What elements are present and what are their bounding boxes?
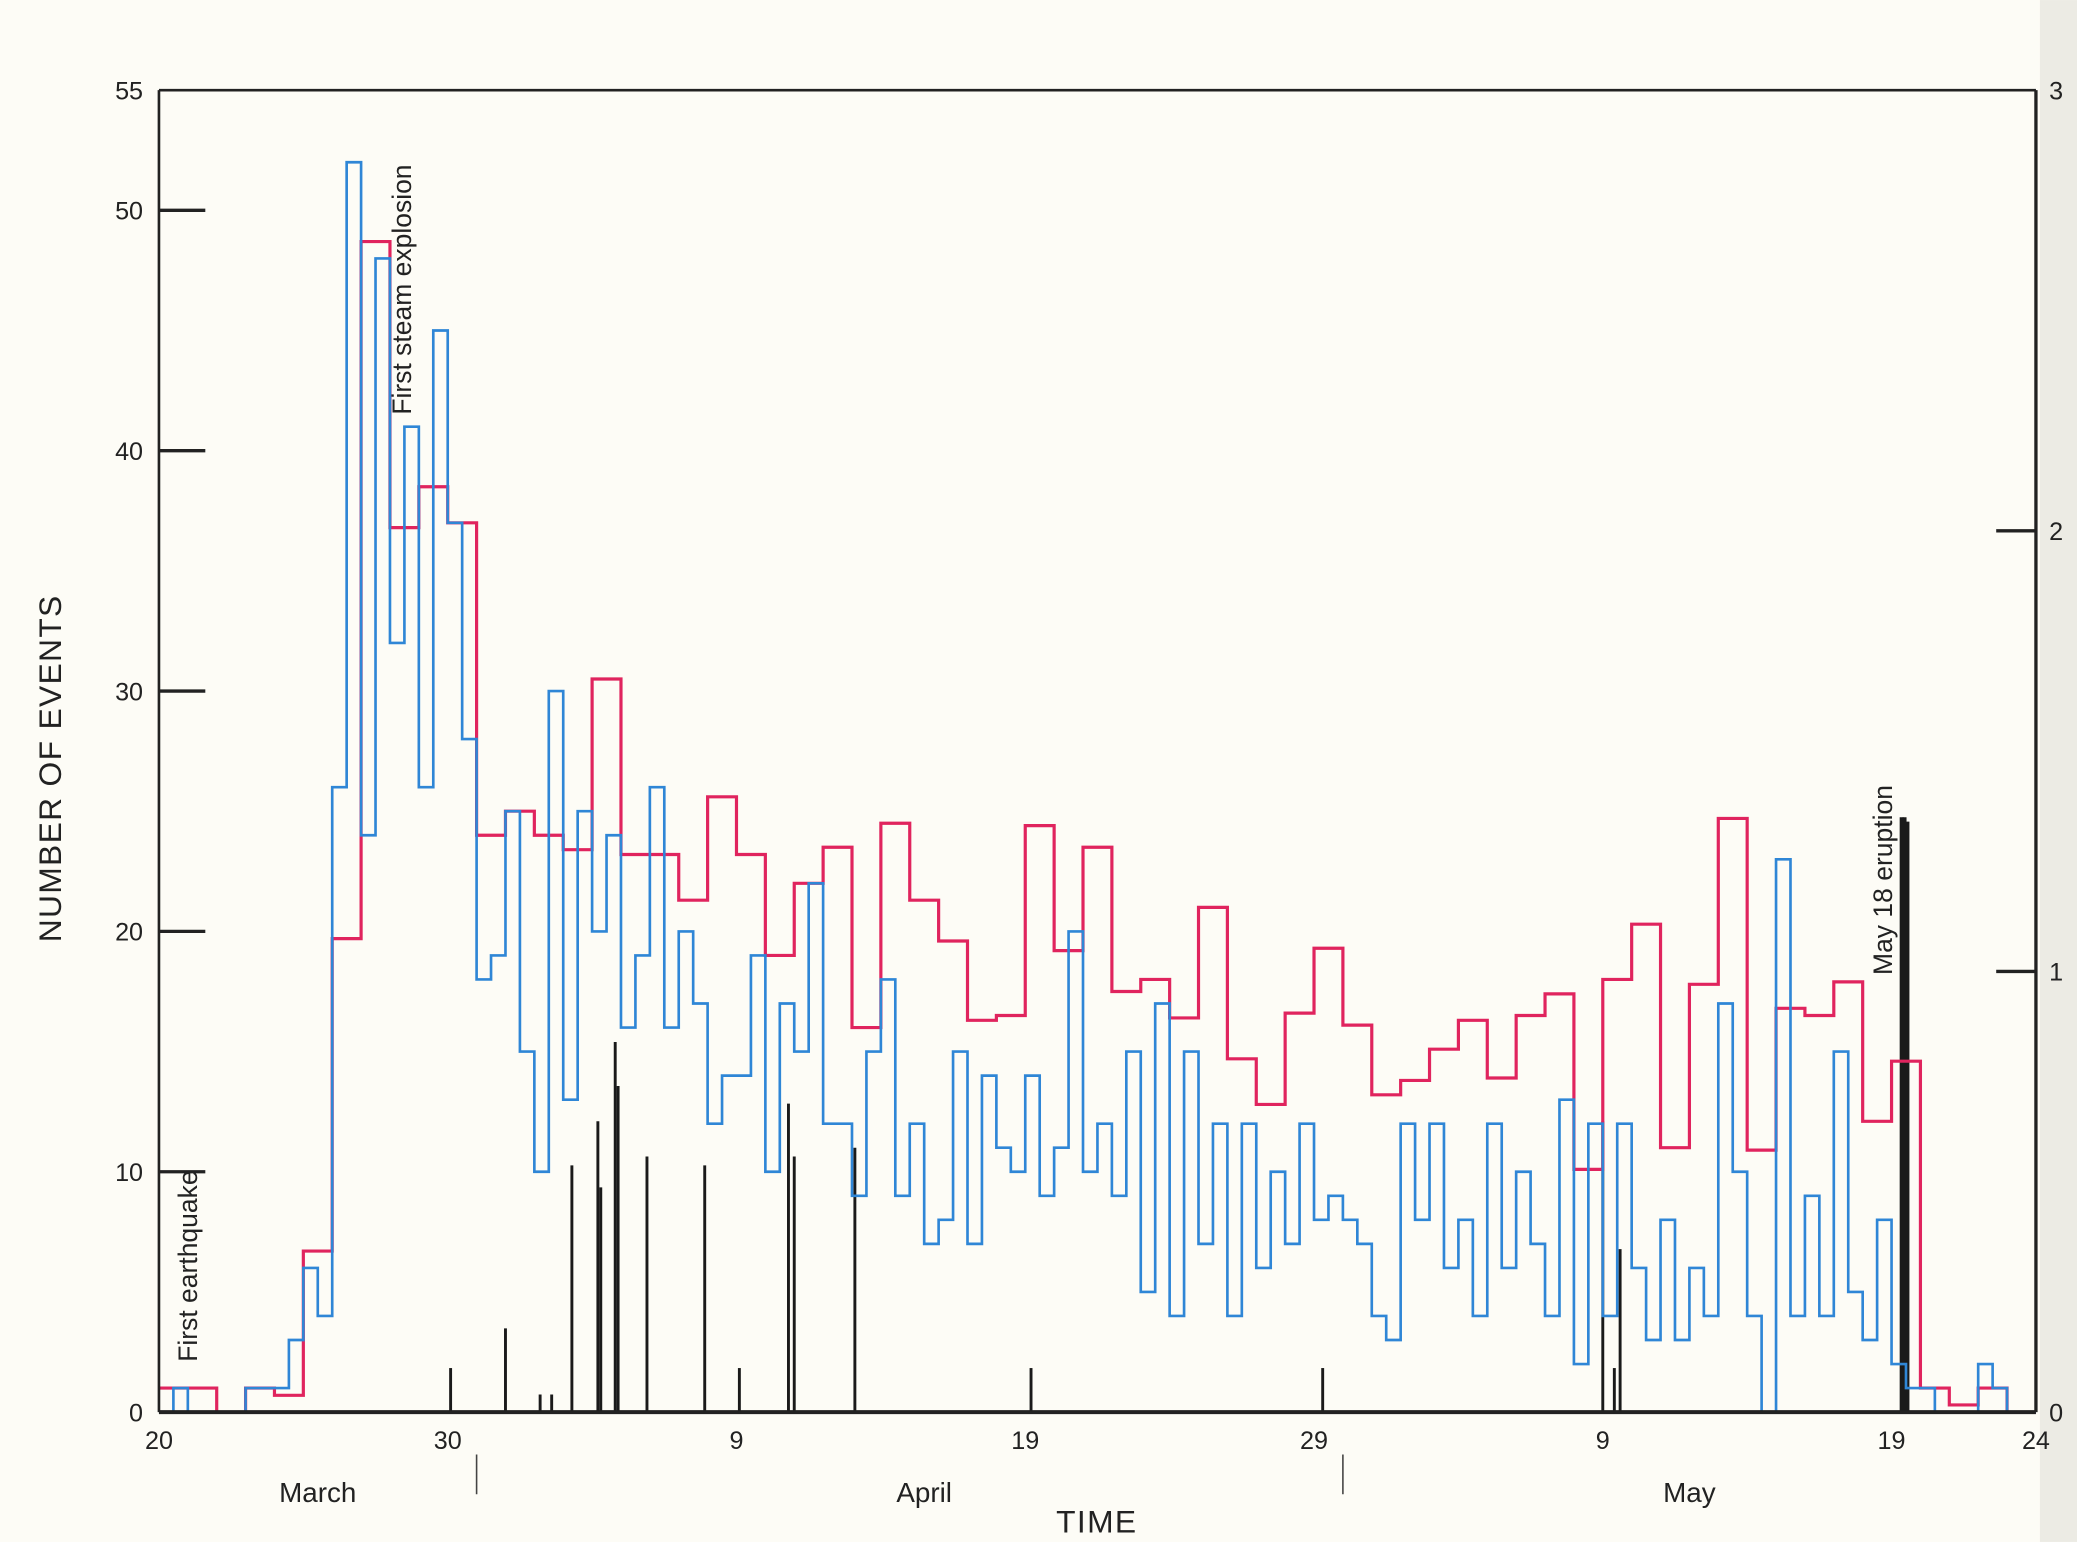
x-tick-label: 24 [2022,1427,2050,1455]
y-tick-label: 10 [115,1159,143,1187]
y-tick-label: 30 [115,678,143,706]
y2-tick-label: 0 [2049,1399,2063,1427]
annotation-first-earthquake: First earthquake [173,1170,203,1361]
x-axis-title: TIME [1056,1504,1137,1540]
axes [157,88,2038,1415]
y-tick-label: 55 [115,77,143,105]
y2-tick-label: 1 [2049,959,2063,987]
paper-edge [2039,0,2077,1542]
plot-marks [158,160,2036,1414]
annotation-may-18-eruption: May 18 eruption [1868,785,1898,975]
y2-tick-label: 3 [2049,77,2063,105]
x-tick-label: 9 [729,1427,743,1455]
y2-tick-label: 2 [2049,518,2063,546]
annotation-first-steam-explosion: First steam explosion [387,164,417,414]
y-tick-label: 40 [115,438,143,466]
x-tick-label: 20 [145,1427,173,1455]
y-tick-label: 0 [129,1399,143,1427]
x-tick-label: 9 [1596,1427,1610,1455]
y-tick-label: 20 [115,919,143,947]
month-label-march: March [279,1477,356,1508]
x-tick-label: 19 [1011,1427,1039,1455]
tick-group: 0 10 20 30 40 50 55 0 1 2 3 20 30 9 19 29 9 19 24 [115,77,2063,1495]
month-label-may: May [1663,1477,1716,1508]
month-label-april: April [896,1477,952,1508]
x-tick-label: 30 [434,1427,462,1455]
x-tick-label: 29 [1300,1427,1328,1455]
x-tick-label: 19 [1878,1427,1906,1455]
series-line-daily [158,239,2036,1414]
series-line-half-day [158,160,2036,1414]
y-axis-title: NUMBER OF EVENTS [32,594,68,942]
y-tick-label: 50 [115,198,143,226]
